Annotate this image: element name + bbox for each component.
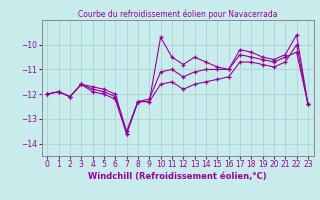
X-axis label: Windchill (Refroidissement éolien,°C): Windchill (Refroidissement éolien,°C) bbox=[88, 172, 267, 181]
Title: Courbe du refroidissement éolien pour Navacerrada: Courbe du refroidissement éolien pour Na… bbox=[78, 10, 277, 19]
